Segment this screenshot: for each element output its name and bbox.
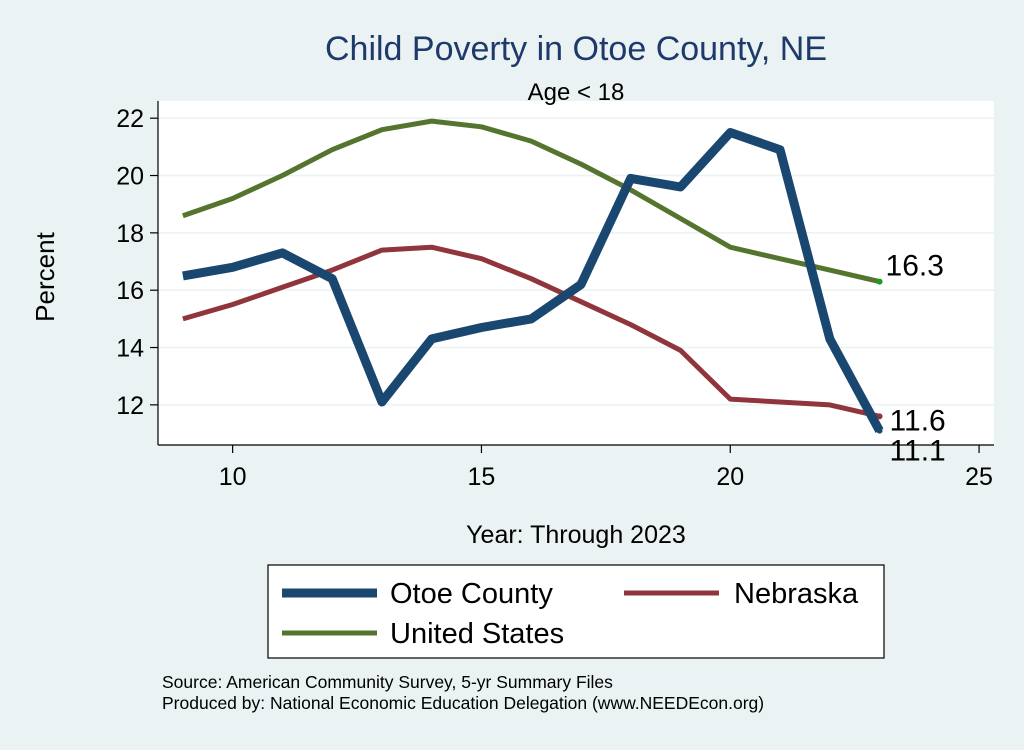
y-tick-label-18: 18 (116, 220, 144, 248)
source-note-1: Source: American Community Survey, 5-yr … (162, 672, 613, 692)
chart-title: Child Poverty in Otoe County, NE (325, 30, 827, 68)
chart-subtitle: Age < 18 (528, 79, 625, 106)
y-tick-label-22: 22 (116, 105, 144, 133)
end-point-nebraska (876, 413, 883, 420)
y-tick-label-16: 16 (116, 277, 144, 305)
end-label-nebraska: 11.6 (890, 404, 946, 437)
source-note-2: Produced by: National Economic Education… (162, 693, 764, 713)
legend-label-otoe-county: Otoe County (390, 578, 553, 610)
y-tick-label-12: 12 (116, 392, 144, 420)
legend-label-nebraska: Nebraska (734, 578, 859, 610)
x-tick-label-25: 25 (965, 463, 993, 491)
series-line-united-states (182, 118, 881, 285)
y-tick-label-14: 14 (116, 335, 144, 363)
series-line-otoe-county (182, 128, 884, 433)
end-label-united-states: 16.3 (886, 250, 944, 283)
y-tick-label-20: 20 (116, 163, 144, 191)
legend-box (267, 564, 885, 659)
legend-label-united-states: United States (390, 618, 564, 650)
end-point-united-states (876, 278, 883, 285)
x-tick-label-15: 15 (468, 463, 496, 491)
end-label-otoe-county: 11.1 (890, 435, 946, 468)
end-point-otoe-county (876, 427, 883, 434)
x-tick-label-10: 10 (219, 463, 247, 491)
series-line-nebraska (182, 244, 881, 419)
x-tick-label-20: 20 (716, 463, 744, 491)
y-axis-label: Percent (30, 231, 60, 321)
x-axis-label: Year: Through 2023 (466, 521, 686, 549)
plot-area (158, 101, 994, 445)
